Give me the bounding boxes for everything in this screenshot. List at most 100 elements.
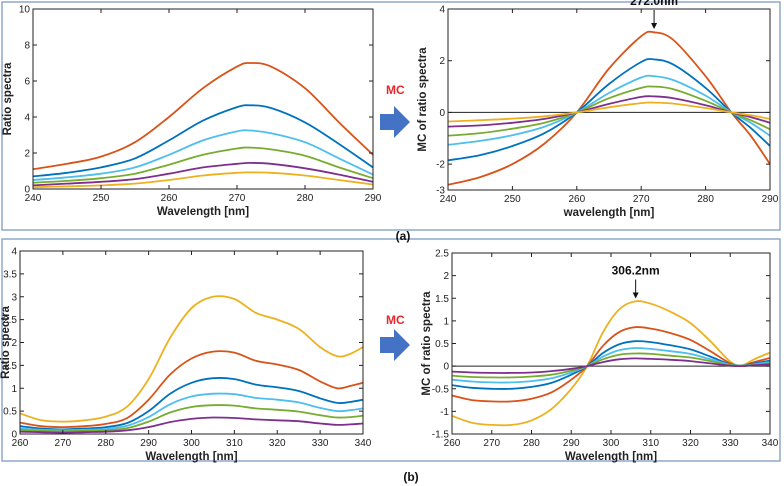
y-tick-label: -3 (436, 186, 445, 197)
x-tick-label: 340 (762, 438, 779, 449)
series-line-s1 (20, 295, 363, 423)
panel-label-b: (b) (403, 470, 418, 484)
y-tick-label: 4 (11, 247, 17, 258)
chart-a-left: 240 250 260 270 280 290 0 2 4 6 8 10 Wavelength [nm]… (2, 5, 382, 219)
x-tick-label: 300 (183, 438, 200, 449)
y-tick-label: 0 (439, 108, 445, 119)
y-tick-label: 4 (439, 5, 445, 16)
mc-label-top: MC (386, 83, 405, 97)
series-line-s3 (20, 377, 363, 431)
x-tick-label: 330 (312, 438, 329, 449)
series-group (33, 62, 373, 189)
y-tick-label: 2 (439, 56, 445, 67)
y-tick-label: 0 (24, 185, 30, 196)
x-axis-label: Wavelength [nm] (145, 451, 237, 463)
x-tick-label: 250 (504, 194, 521, 205)
y-tick-label: 0.5 (435, 339, 449, 350)
y-tick-label: 2 (443, 271, 449, 282)
x-tick-label: 290 (762, 194, 779, 205)
x-tick-label: 280 (523, 438, 540, 449)
panel-b-frame (1, 238, 781, 462)
y-tick-label: 0.5 (3, 407, 17, 418)
x-tick-label: 280 (297, 193, 314, 204)
x-tick-label: 290 (365, 193, 382, 204)
y-tick-label: 3 (11, 292, 17, 303)
y-tick-label: 8 (24, 41, 30, 52)
series-group (448, 30, 770, 186)
y-tick-label: 1 (443, 316, 449, 327)
y-tick-label: 2.5 (435, 249, 449, 260)
series-group (452, 300, 770, 427)
series-line-s2 (33, 104, 373, 178)
y-tick-label: 10 (19, 5, 31, 16)
x-tick-label: 260 (12, 438, 29, 449)
x-tick-label: 270 (633, 194, 650, 205)
peak-annotation: 306.2nm (612, 264, 660, 278)
x-tick-label: 240 (25, 193, 42, 204)
series-line-s1 (452, 300, 770, 427)
series-line-s1 (33, 62, 373, 171)
axes-box (32, 8, 374, 190)
y-tick-label: -2 (436, 160, 445, 171)
axes-box (447, 8, 771, 191)
y-tick-label: 6 (24, 77, 30, 88)
y-axis-label: MC of ratio spectra (421, 291, 433, 396)
y-tick-label: 0 (11, 430, 17, 441)
annotation-arrow-head-icon (632, 292, 639, 299)
series-line-s5 (33, 161, 373, 187)
y-axis-label: Ratio spectra (2, 62, 14, 135)
x-tick-label: 280 (697, 194, 714, 205)
panel-a-frame (1, 1, 781, 231)
y-tick-label: 2.5 (3, 315, 17, 326)
series-line-s2 (20, 350, 363, 429)
series-line-s4 (20, 392, 363, 432)
series-line-s3 (33, 129, 373, 181)
peak-annotation: 272.0nm (630, 0, 678, 8)
chart-b-right: 260 270 280 290 300 310 320 330 340 -1.5 -1 -0.5 0 0.… (421, 249, 779, 464)
y-tick-label: 1.5 (3, 361, 17, 372)
series-group (20, 295, 363, 434)
x-tick-label: 240 (440, 194, 457, 205)
x-tick-label: 320 (682, 438, 699, 449)
y-tick-label: 0 (443, 362, 449, 373)
x-tick-label: 270 (483, 438, 500, 449)
series-line-s4 (33, 146, 373, 184)
mc-arrow-bottom-icon (380, 329, 410, 361)
series-line-s6 (448, 101, 770, 123)
mc-arrow-top-icon (380, 106, 410, 138)
series-line-s6 (20, 416, 363, 434)
x-tick-label: 290 (140, 438, 157, 449)
x-tick-label: 340 (355, 438, 372, 449)
y-tick-label: 3.5 (3, 269, 17, 280)
x-tick-label: 260 (161, 193, 178, 204)
x-tick-label: 260 (444, 438, 461, 449)
series-line-s6 (33, 171, 373, 189)
y-tick-label: 1.5 (435, 294, 449, 305)
x-tick-label: 320 (269, 438, 286, 449)
x-tick-label: 260 (568, 194, 585, 205)
x-tick-label: 270 (55, 438, 72, 449)
y-axis-label: Ratio spectra (0, 305, 12, 378)
x-tick-label: 310 (642, 438, 659, 449)
y-tick-label: 4 (24, 113, 30, 124)
x-tick-label: 290 (563, 438, 580, 449)
x-tick-label: 280 (97, 438, 114, 449)
chart-a-right: 240 250 260 270 280 290 -3 -2 0 2 4 wavelength [nm]… (417, 0, 779, 219)
y-axis-label: MC of ratio spectra (417, 47, 429, 152)
x-axis-label: Wavelength [nm] (157, 206, 249, 218)
x-axis-label: wavelength [nm] (563, 207, 655, 219)
series-line-s5 (20, 404, 363, 433)
y-tick-label: 1 (11, 384, 17, 395)
annotation-arrow-head-icon (651, 22, 658, 29)
axes-box (451, 252, 771, 435)
x-tick-label: 300 (603, 438, 620, 449)
y-tick-label: 2 (24, 149, 30, 160)
chart-b-left: 260 270 280 290 300 310 320 330 340 0 0.5 1 1.5 2 2.5 3… (0, 247, 372, 464)
x-tick-label: 330 (722, 438, 739, 449)
y-tick-label: 2 (11, 338, 17, 349)
y-tick-label: -1 (440, 407, 449, 418)
y-tick-label: -1.5 (432, 430, 450, 441)
mc-label-bottom: MC (386, 313, 405, 327)
x-tick-label: 310 (226, 438, 243, 449)
